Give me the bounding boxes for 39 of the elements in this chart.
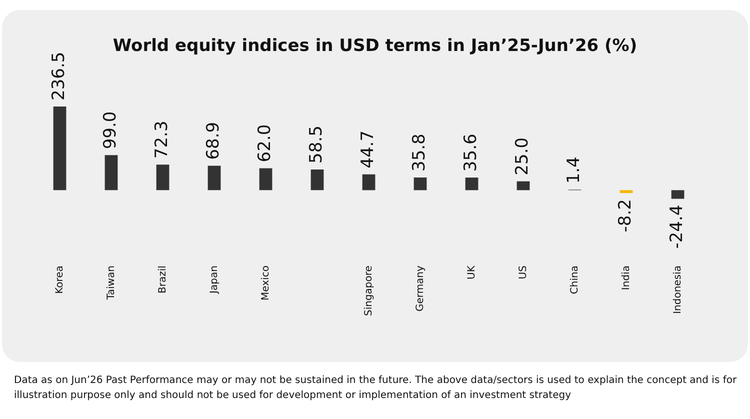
data-label: 72.3 [152,120,172,159]
data-label: 68.9 [204,122,224,160]
bar [516,181,530,190]
x-tick-label: India [620,266,632,290]
data-label: 35.8 [410,134,430,172]
bar [465,178,478,190]
data-label: 99.0 [100,111,121,150]
x-tick-label: China [569,266,580,294]
bar [620,190,633,194]
bar [414,177,427,190]
bar [310,169,324,190]
bar [53,106,66,190]
data-label: 58.5 [306,126,327,164]
x-tick-label: UK [466,265,478,280]
x-tick-label: Brazil [157,266,168,294]
data-label: 35.6 [461,134,482,172]
bar [671,190,684,199]
x-tick-label: Japan [208,266,220,294]
data-label: 44.7 [358,130,378,168]
data-label: 25.0 [512,137,533,176]
bar [156,164,170,190]
data-label: -24.4 [667,204,688,249]
bar [208,166,221,190]
x-tick-label: Singapore [363,266,374,316]
data-label: 1.4 [564,156,584,184]
text: Data as on Jun’26 Past Performance may or may not be sustained in the future. The above data/sectors is used to explain the concept and is for illustration purpose only and should not be used for development or implementation of an investment strategy [14,374,738,403]
x-tick-label: US [518,266,529,280]
bar [104,155,118,190]
x-tick-label: Taiwan [106,266,117,301]
x-tick-label: Korea [54,266,66,294]
bar [259,168,272,190]
chart-title: World equity indices in USD terms in Jan’25-Jun’26 (%) [112,36,638,56]
data-label: 236.5 [49,52,70,100]
x-tick-label: Mexico [260,266,272,300]
data-label: -8.2 [616,199,636,232]
x-tick-label: Indonesia [672,266,684,314]
x-tick-label: Germany [414,265,426,312]
bar [362,174,376,190]
data-label: 62.0 [255,124,276,162]
